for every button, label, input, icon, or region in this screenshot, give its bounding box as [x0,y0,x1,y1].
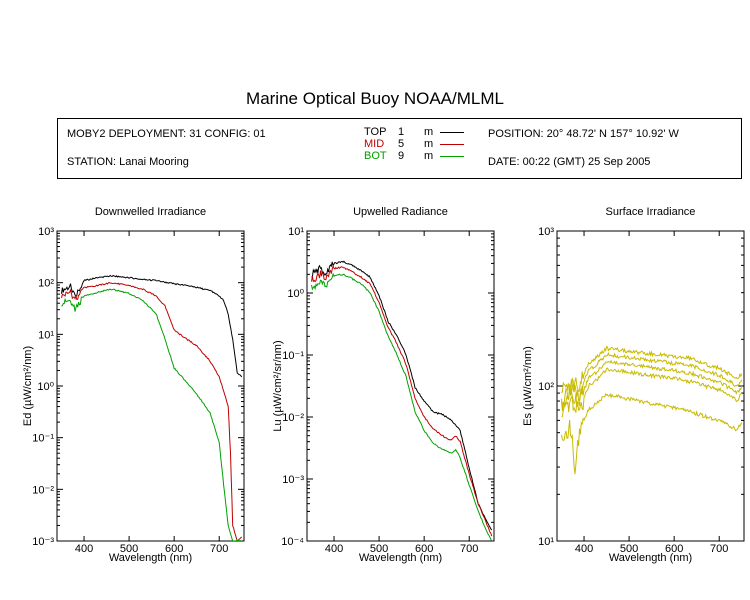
x-axis-label: Wavelength (nm) [359,552,442,564]
legend-entry-top: TOP 1 m [364,126,484,138]
series-line-es-2 [561,351,743,407]
x-tick-label: 600 [415,543,433,555]
x-tick-label: 700 [710,543,728,555]
series-line-top [311,260,493,531]
deployment-label: MOBY2 DEPLOYMENT: 31 CONFIG: 01 [67,128,266,140]
date-label: DATE: 00:22 (GMT) 25 Sep 2005 [488,156,651,168]
chart-panel-1: Downwelled Irradiance 400 500 600 700 Wavelen… [22,206,245,564]
panel-title: Surface Irradiance [606,206,696,218]
legend-unit: m [424,150,434,162]
position-label: POSITION: 20° 48.72' N 157° 10.92' W [488,128,679,140]
plot-frame [306,230,495,542]
y-tick-label: 10¹ [38,329,54,341]
info-box: MOBY2 DEPLOYMENT: 31 CONFIG: 01 STATION:… [57,118,742,179]
series-line-top [61,274,243,378]
y-tick-label: 10⁻³ [32,536,54,548]
y-tick-label: 10⁻¹ [32,433,54,445]
y-tick-label: 10³ [38,226,54,238]
legend-unit: m [424,138,434,150]
y-tick-label: 10⁻³ [282,474,304,486]
x-tick-label: 400 [575,543,593,555]
y-tick-label: 10⁻² [282,412,304,424]
plot-frame [56,230,245,542]
chart-panel-3: Surface Irradiance 400 500 600 700 Wavelength… [522,206,745,564]
y-axis-label: Es (µW/cm²/nm) [522,346,534,426]
legend-name: BOT [364,150,387,162]
x-tick-label: 500 [620,543,638,555]
panel-title: Downwelled Irradiance [95,206,206,218]
legend-name: TOP [364,126,387,138]
y-tick-label: 10⁰ [287,288,304,300]
series-line-bot [311,272,493,541]
panel-title: Upwelled Radiance [353,206,448,218]
y-tick-label: 10⁻¹ [282,350,304,362]
legend-line [440,144,464,145]
x-axis-label: Wavelength (nm) [109,552,192,564]
y-tick-label: 10⁻⁴ [281,536,304,548]
x-tick-label: 400 [75,543,93,555]
series-line-es-5 [561,392,743,475]
y-tick-label: 10¹ [288,226,304,238]
station-label: STATION: Lanai Mooring [67,156,189,168]
series-line-es-3 [561,359,743,412]
y-tick-label: 10² [538,381,554,393]
legend-line [440,156,464,157]
y-tick-label: 10¹ [538,536,554,548]
legend-depth: 5 [398,138,405,150]
x-tick-label: 600 [165,543,183,555]
series-line-bot [61,288,242,541]
series-line-mid [61,281,243,541]
y-tick-label: 10³ [538,226,554,238]
x-tick-label: 500 [120,543,138,555]
series-line-es-4 [561,367,743,418]
legend-entry-mid: MID 5 m [364,138,484,150]
chart-title: Marine Optical Buoy NOAA/MLML [246,89,504,108]
legend-entry-bot: BOT 9 m [364,150,484,162]
y-axis-label: Ed (µW/cm²/nm) [22,346,34,426]
x-tick-label: 700 [210,543,228,555]
series-line-mid [311,264,493,537]
x-tick-label: 400 [325,543,343,555]
x-axis-label: Wavelength (nm) [609,552,692,564]
y-tick-label: 10⁰ [37,381,54,393]
y-tick-label: 10² [38,278,54,290]
x-tick-label: 500 [370,543,388,555]
x-tick-label: 700 [460,543,478,555]
legend-line [440,132,464,133]
legend-name: MID [364,138,385,150]
y-tick-label: 10⁻² [32,484,54,496]
x-tick-label: 600 [665,543,683,555]
legend-depth: 1 [398,126,405,138]
chart-panel-2: Upwelled Radiance 400 500 600 700 Wavelength … [272,206,495,564]
y-axis-label: Lu (µW/cm²/sr/nm) [272,340,284,431]
legend-depth: 9 [398,150,405,162]
legend-unit: m [424,126,434,138]
series-line-es-1 [561,345,743,394]
